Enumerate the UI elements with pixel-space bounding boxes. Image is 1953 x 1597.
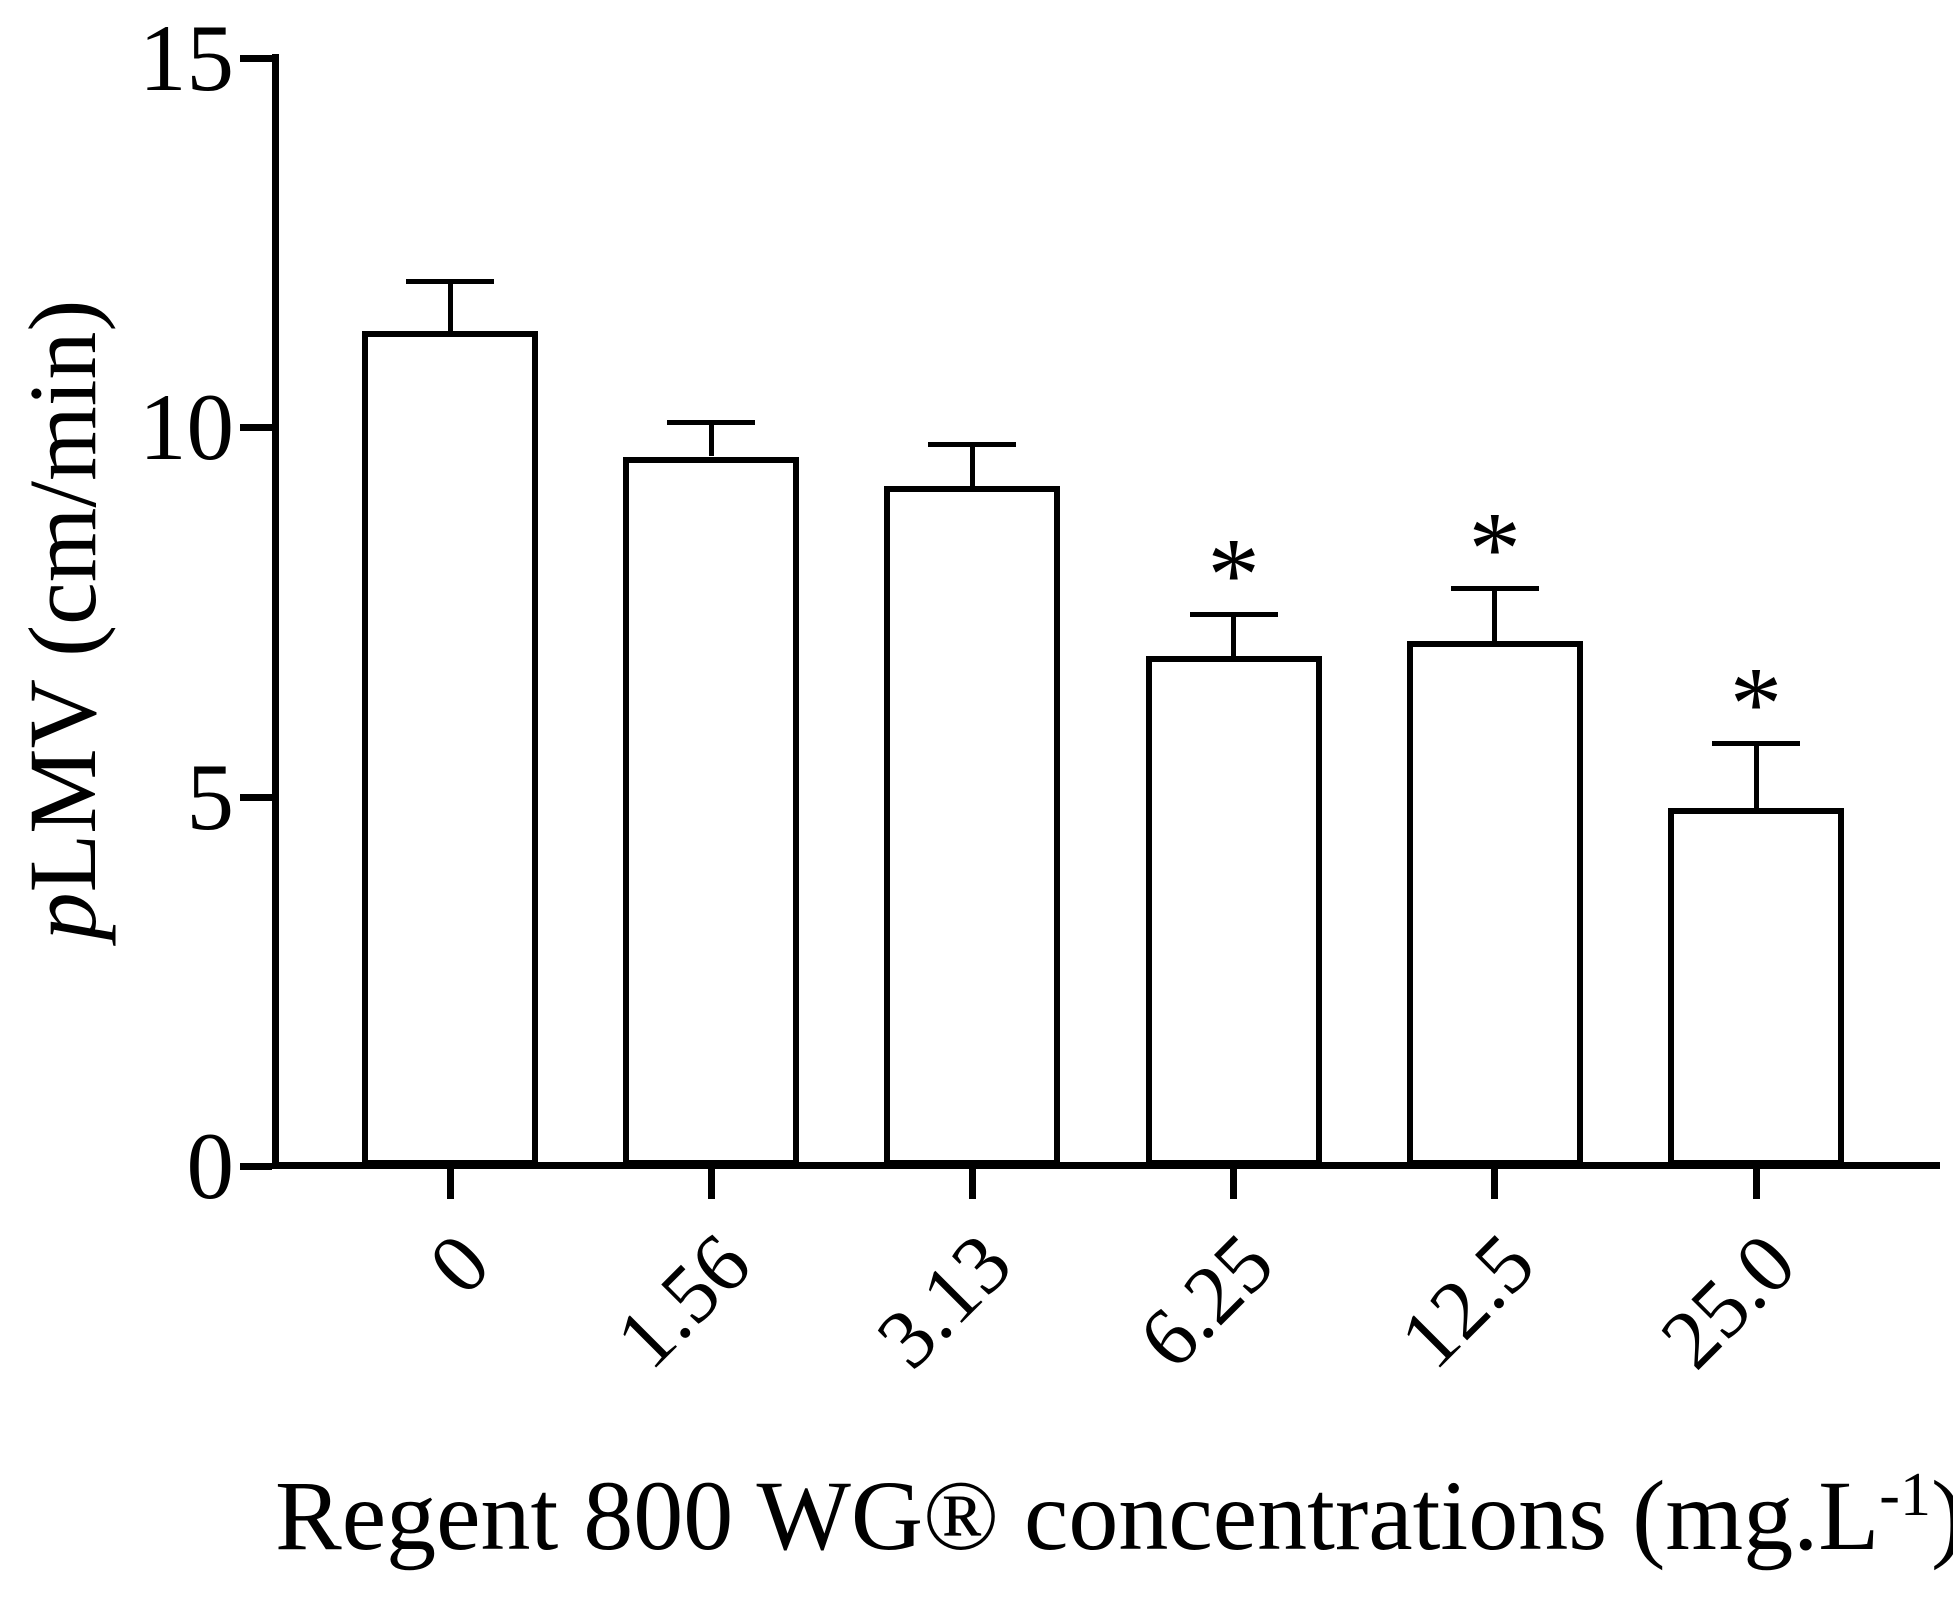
- error-bar-stem: [1753, 741, 1759, 808]
- x-axis-tick: [446, 1169, 454, 1199]
- error-bar-stem: [1492, 585, 1498, 642]
- error-bar-stem: [1231, 611, 1237, 657]
- x-tick-label-text: 1.56: [598, 1216, 769, 1387]
- x-axis-tick: [1230, 1169, 1238, 1199]
- error-bar-cap: [1189, 611, 1278, 617]
- x-axis-line: [272, 1162, 1940, 1169]
- bar: [623, 456, 800, 1166]
- bar: [1145, 656, 1322, 1166]
- x-axis-tick: [968, 1169, 976, 1199]
- x-tick-label-text: 12.5: [1382, 1216, 1553, 1387]
- x-tick-label-text: 0: [411, 1216, 508, 1312]
- y-axis-tick: [240, 54, 272, 62]
- error-bar-stem: [447, 279, 453, 331]
- y-tick-label: 10: [139, 374, 234, 480]
- error-bar-cap: [1712, 741, 1800, 747]
- significance-asterisk: *: [1207, 515, 1260, 633]
- x-axis-tick: [707, 1169, 715, 1199]
- x-axis-title-close-paren: ): [1931, 1460, 1953, 1571]
- x-axis-title: Regent 800 WG® concentrations (mg.L-1): [275, 1458, 1953, 1573]
- x-tick-label-text: 3.13: [859, 1216, 1030, 1387]
- y-axis-tick: [240, 793, 272, 801]
- y-tick-label: 15: [139, 4, 234, 111]
- y-tick-label: 5: [186, 743, 235, 850]
- y-axis-tick: [240, 1163, 272, 1170]
- bar: [1668, 807, 1844, 1166]
- x-axis-tick: [1752, 1169, 1760, 1199]
- bar: [1406, 641, 1583, 1166]
- significance-asterisk: *: [1729, 645, 1783, 763]
- x-tick-label-text: 6.25: [1121, 1216, 1291, 1387]
- y-axis-line: [272, 54, 279, 1169]
- bar: [362, 330, 538, 1166]
- x-axis-tick: [1491, 1169, 1499, 1199]
- error-bar-cap: [928, 441, 1017, 447]
- x-axis-title-superscript: -1: [1879, 1460, 1931, 1529]
- significance-asterisk: *: [1468, 489, 1522, 607]
- error-bar-stem: [969, 441, 975, 487]
- x-axis-title-text: Regent 800 WG® concentrations (mg.L: [275, 1460, 1880, 1571]
- error-bar-cap: [667, 419, 756, 425]
- error-bar-cap: [1450, 585, 1539, 591]
- error-bar-stem: [708, 419, 714, 457]
- bar: [884, 486, 1061, 1166]
- error-bar-cap: [406, 279, 494, 285]
- x-tick-label-text: 25.0: [1643, 1216, 1814, 1387]
- y-axis-tick: [240, 424, 272, 431]
- y-tick-label: 0: [186, 1113, 235, 1219]
